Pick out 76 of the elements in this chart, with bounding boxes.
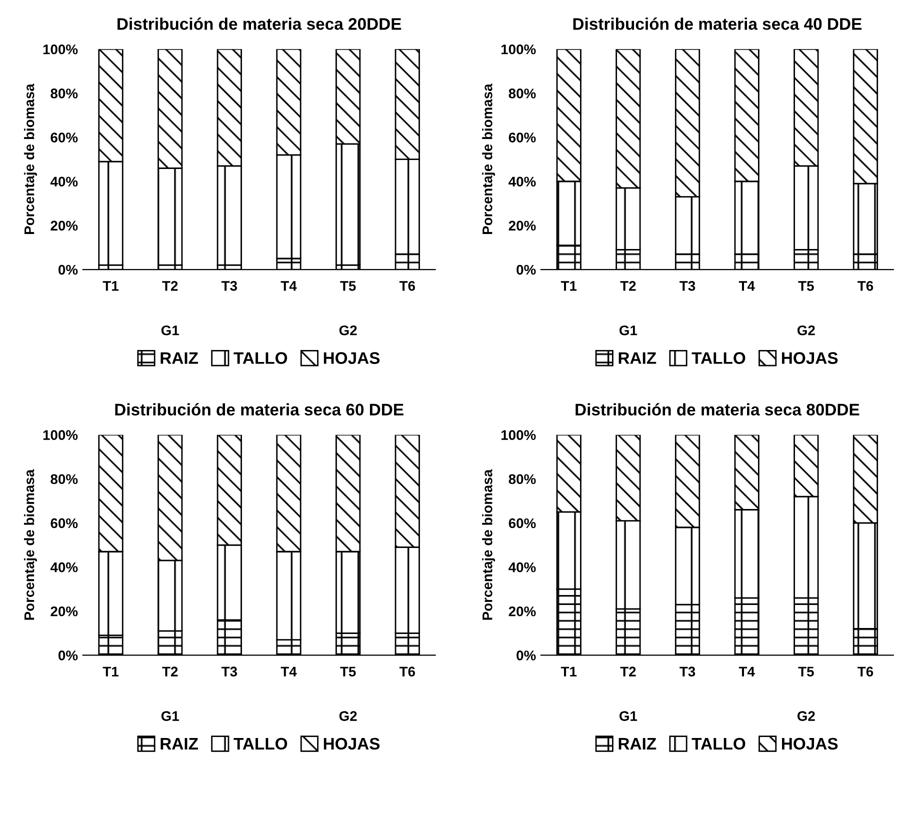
- text: G1: [620, 711, 638, 721]
- x-tick-label: T5: [798, 666, 814, 677]
- y-tick-label: 0%: [58, 264, 78, 275]
- chart-title: Distribución de materia seca 40 DDE: [573, 17, 862, 30]
- y-tick-label: 80%: [508, 88, 536, 98]
- y-tick-label: 80%: [50, 474, 78, 484]
- x-tick-label: T1: [102, 666, 118, 676]
- legend-label: TALLO: [234, 352, 288, 364]
- x-tick-label: T1: [102, 281, 118, 291]
- legend-label: HOJAS: [324, 352, 380, 364]
- chart-title: Distribución de materia seca 20DDE: [118, 17, 402, 30]
- x-tick-label: T6: [399, 281, 415, 291]
- legend-label: TALLO: [692, 352, 746, 364]
- y-axis-title: Porcentaje de biomasa: [24, 84, 37, 234]
- y-tick-label: 60%: [50, 132, 78, 142]
- legend-label: HOJAS: [782, 738, 838, 750]
- x-tick-label: T4: [738, 281, 755, 291]
- y-tick-label: 20%: [50, 606, 78, 616]
- text: G2: [797, 711, 815, 721]
- y-tick-label: 0%: [58, 650, 78, 660]
- x-tick-label: T6: [858, 666, 874, 677]
- text: G2: [339, 711, 357, 721]
- x-tick-label: T6: [858, 281, 874, 291]
- y-tick-label: 100%: [43, 44, 78, 54]
- y-tick-label: 100%: [501, 430, 536, 440]
- x-tick-label: T5: [798, 281, 814, 291]
- y-tick-label: 0%: [516, 264, 536, 275]
- legend-label: HOJAS: [324, 738, 380, 750]
- chart-title: Distribución de materia seca 60 DDE: [115, 403, 404, 416]
- x-tick-label: T5: [340, 666, 356, 677]
- y-axis-title: Porcentaje de biomasa: [24, 469, 37, 620]
- legend-label: HOJAS: [782, 352, 838, 364]
- x-tick-label: T3: [221, 666, 238, 677]
- legend-label: RAIZ: [160, 738, 198, 750]
- y-tick-label: 20%: [508, 220, 536, 231]
- y-tick-label: 20%: [508, 606, 536, 616]
- y-axis-title: Porcentaje de biomasa: [482, 84, 496, 234]
- chart-title: Distribución de materia seca 80DDE: [576, 403, 860, 416]
- text: G2: [797, 325, 815, 336]
- y-tick-label: 40%: [50, 176, 78, 187]
- y-tick-label: 80%: [50, 88, 78, 98]
- text: G1: [161, 711, 179, 721]
- x-tick-label: T4: [280, 281, 297, 291]
- x-tick-label: T3: [221, 281, 238, 291]
- y-tick-label: 60%: [508, 132, 536, 142]
- x-tick-label: T2: [162, 281, 178, 291]
- y-tick-label: 40%: [50, 562, 78, 572]
- text: G2: [339, 325, 357, 336]
- x-tick-label: T2: [620, 281, 636, 291]
- x-tick-label: T4: [280, 666, 297, 676]
- text: G1: [620, 325, 638, 336]
- text: G1: [161, 325, 179, 336]
- x-tick-label: T3: [680, 666, 696, 677]
- x-tick-label: T4: [738, 666, 755, 676]
- y-tick-label: 60%: [50, 518, 78, 528]
- y-tick-label: 60%: [508, 518, 536, 528]
- x-tick-label: T5: [340, 281, 356, 291]
- legend-label: TALLO: [234, 738, 288, 750]
- legend-label: RAIZ: [160, 352, 198, 364]
- y-tick-label: 100%: [501, 44, 536, 54]
- x-tick-label: T2: [162, 666, 178, 676]
- y-tick-label: 20%: [50, 220, 78, 231]
- y-tick-label: 0%: [516, 650, 536, 660]
- y-tick-label: 40%: [508, 562, 536, 572]
- y-tick-label: 80%: [508, 474, 536, 484]
- x-tick-label: T1: [560, 666, 577, 676]
- x-tick-label: T2: [620, 666, 636, 676]
- x-tick-label: T3: [680, 281, 696, 291]
- x-tick-label: T6: [399, 666, 415, 677]
- y-tick-label: 40%: [508, 176, 536, 187]
- legend-label: RAIZ: [618, 352, 656, 364]
- legend-label: RAIZ: [618, 738, 656, 750]
- y-tick-label: 100%: [43, 430, 78, 440]
- x-tick-label: T1: [560, 281, 577, 291]
- legend-label: TALLO: [692, 738, 746, 750]
- y-axis-title: Porcentaje de biomasa: [482, 469, 496, 620]
